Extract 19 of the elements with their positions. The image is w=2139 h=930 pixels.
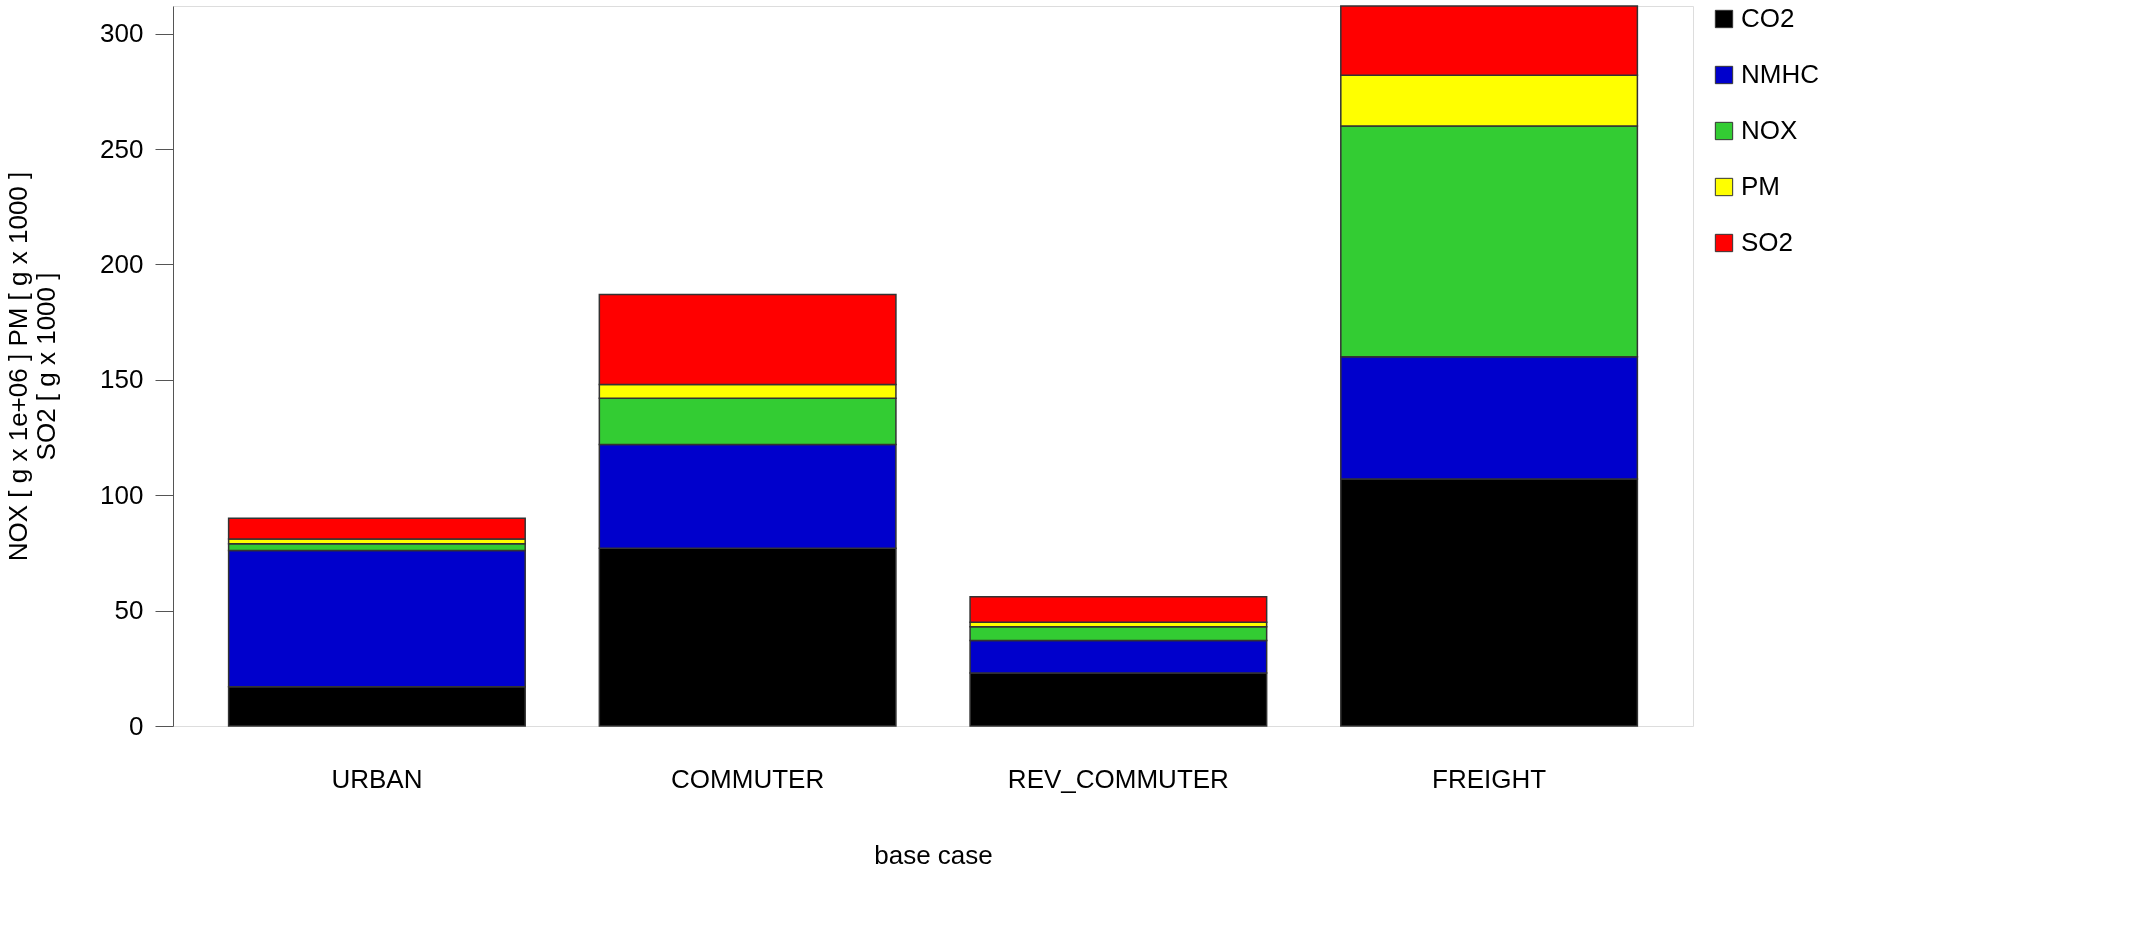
x-tick-label: FREIGHT [1432, 763, 1547, 794]
legend-label: CO2 [1741, 3, 1795, 33]
legend-label: PM [1741, 171, 1780, 201]
y-tick-label: 150 [100, 364, 144, 395]
legend-label: SO2 [1741, 227, 1794, 257]
x-tick-label: URBAN [331, 763, 423, 794]
x-tick-label: REV_COMMUTER [1007, 763, 1229, 794]
x-tick-label: COMMUTER [671, 763, 825, 794]
x-axis-title: base case [874, 839, 993, 870]
y-tick-label: 300 [100, 18, 144, 49]
y-tick-label: 50 [114, 595, 144, 626]
legend-label: NMHC [1741, 59, 1819, 89]
y-tick-label: 250 [100, 133, 144, 164]
bar [227, 517, 526, 540]
y-tick-label: 0 [129, 710, 144, 741]
y-tick-label: 200 [100, 248, 144, 279]
y-axis-title: NOX [ g x 1e+06 ] PM [ g x 1000 ] SO2 [ g x 1000 ] [3, 171, 62, 562]
y-tick-label: 100 [100, 479, 144, 510]
legend-label: NOX [1741, 115, 1798, 145]
